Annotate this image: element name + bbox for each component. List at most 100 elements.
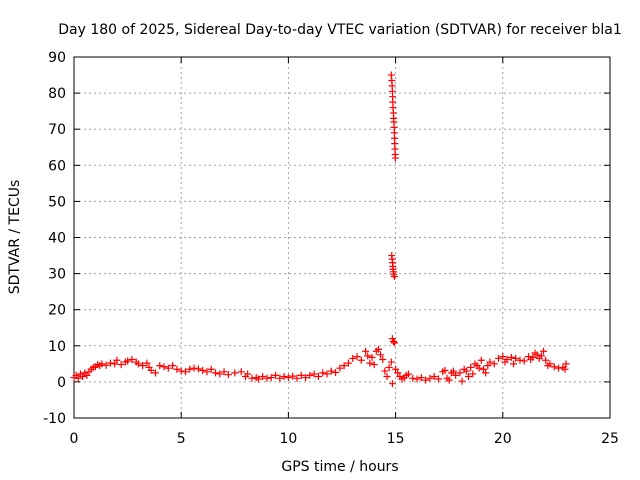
data-point: [98, 360, 106, 368]
data-point: [173, 365, 181, 373]
data-point: [426, 374, 434, 382]
data-point: [512, 354, 520, 362]
y-tick-label: 70: [48, 122, 66, 138]
y-tick-label: 30: [48, 267, 66, 283]
data-point: [390, 272, 398, 280]
data-point: [293, 374, 301, 382]
data-point: [74, 374, 82, 382]
data-point: [276, 374, 284, 382]
data-point: [561, 365, 569, 373]
data-point: [550, 363, 558, 371]
data-point: [231, 369, 239, 377]
data-point: [134, 360, 142, 368]
data-point: [124, 357, 132, 365]
data-point: [441, 366, 449, 374]
data-point: [430, 372, 438, 380]
data-point: [409, 374, 417, 382]
data-point: [499, 353, 507, 361]
data-point: [272, 371, 280, 379]
data-point: [203, 368, 211, 376]
data-point: [413, 375, 421, 383]
data-point: [388, 380, 396, 388]
data-point: [456, 369, 464, 377]
data-point: [244, 370, 252, 378]
data-point: [143, 359, 151, 367]
x-tick-label: 0: [70, 431, 79, 447]
data-point: [284, 374, 292, 382]
data-point: [207, 365, 215, 373]
data-point: [495, 354, 503, 362]
data-point: [475, 364, 483, 372]
data-point: [310, 370, 318, 378]
data-point: [391, 154, 399, 162]
data-point: [220, 368, 228, 376]
data-point: [394, 369, 402, 377]
data-point: [263, 374, 271, 382]
data-point: [510, 360, 518, 368]
data-point: [306, 371, 314, 379]
data-point: [190, 364, 198, 372]
data-point: [366, 359, 374, 367]
data-point: [336, 364, 344, 372]
data-point: [280, 372, 288, 380]
data-point: [259, 372, 267, 380]
data-point: [169, 362, 177, 370]
data-point: [389, 337, 397, 345]
y-tick-label: 50: [48, 194, 66, 210]
grid-lines: [74, 57, 610, 418]
data-point: [353, 353, 361, 361]
data-point: [516, 356, 524, 364]
data-point: [327, 367, 335, 375]
data-point: [445, 376, 453, 384]
data-point: [477, 356, 485, 364]
data-point: [147, 366, 155, 374]
data-point: [314, 372, 322, 380]
data-point: [417, 374, 425, 382]
y-tick-label: 0: [57, 375, 66, 391]
chart-title: Day 180 of 2025, Sidereal Day-to-day VTE…: [58, 22, 621, 38]
x-tick-label: 15: [387, 431, 405, 447]
data-point: [452, 371, 460, 379]
data-point: [199, 366, 207, 374]
data-point: [482, 369, 490, 377]
data-point: [490, 360, 498, 368]
data-point: [503, 356, 511, 364]
data-point: [349, 354, 357, 362]
x-tick-label: 10: [279, 431, 297, 447]
data-point: [462, 367, 470, 375]
data-point: [370, 361, 378, 369]
data-point: [467, 363, 475, 371]
data-point: [385, 363, 393, 371]
data-point: [555, 364, 563, 372]
data-point: [377, 351, 385, 359]
data-point: [181, 368, 189, 376]
data-point: [368, 353, 376, 361]
y-tick-label: 40: [48, 231, 66, 247]
x-tick-label: 25: [601, 431, 619, 447]
data-point: [469, 370, 477, 378]
data-point: [186, 365, 194, 373]
data-point: [212, 369, 220, 377]
data-point: [340, 362, 348, 370]
data-point: [237, 368, 245, 376]
y-tick-label: 10: [48, 339, 66, 355]
y-tick-label: 60: [48, 158, 66, 174]
data-point: [529, 353, 537, 361]
data-point: [364, 352, 372, 360]
y-tick-label: 90: [48, 50, 66, 66]
data-point: [537, 352, 545, 360]
x-axis-label: GPS time / hours: [281, 459, 398, 475]
data-point: [156, 362, 164, 370]
data-point: [267, 374, 275, 382]
data-point: [254, 375, 262, 383]
data-point: [128, 356, 136, 364]
data-point: [102, 361, 110, 369]
data-point: [289, 372, 297, 380]
data-point: [507, 353, 515, 361]
data-point: [113, 356, 121, 364]
x-tick-label: 20: [494, 431, 512, 447]
data-point: [562, 360, 570, 368]
data-point: [323, 370, 331, 378]
